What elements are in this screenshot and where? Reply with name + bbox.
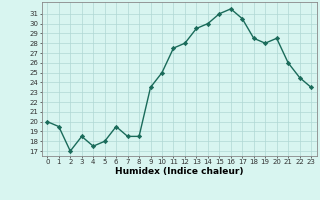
X-axis label: Humidex (Indice chaleur): Humidex (Indice chaleur) [115, 167, 244, 176]
